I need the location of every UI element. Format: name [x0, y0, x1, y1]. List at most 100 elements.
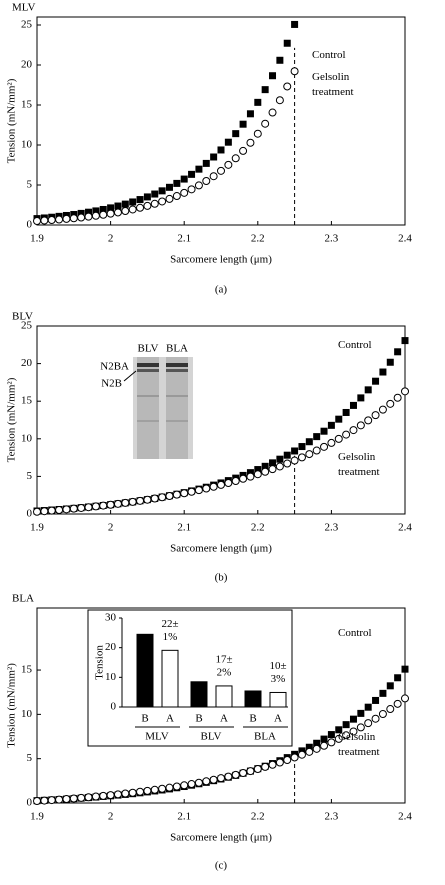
x-axis-label: Sarcomere length (μm): [170, 254, 272, 266]
marker-circle: [172, 490, 181, 499]
gel-lane-label: BLA: [166, 343, 188, 355]
marker-circle: [106, 791, 115, 800]
marker-circle: [106, 209, 115, 218]
marker-circle: [305, 450, 314, 459]
marker-circle: [401, 694, 409, 703]
series-label: Control: [338, 339, 372, 351]
inset-x-tick-label: A: [166, 713, 174, 725]
x-tick-label: 2.1: [177, 233, 191, 245]
marker-circle: [136, 496, 145, 505]
marker-circle: [180, 188, 189, 197]
y-tick-label: 0: [27, 219, 33, 231]
marker-circle: [290, 456, 299, 465]
marker-circle: [239, 474, 248, 483]
marker-circle: [187, 487, 196, 496]
marker-circle: [143, 495, 152, 504]
marker-circle: [393, 393, 402, 402]
marker-circle: [150, 494, 159, 503]
inset-x-tick-label: B: [141, 713, 148, 725]
inset-annotation: 22±: [161, 618, 178, 630]
marker-square: [85, 208, 93, 216]
marker-circle: [55, 215, 64, 224]
marker-circle: [202, 177, 211, 185]
marker-circle: [253, 129, 262, 138]
marker-circle: [47, 506, 56, 515]
panel-caption: (a): [215, 284, 228, 296]
x-tick-label: 2.1: [177, 811, 191, 823]
panel-title: BLA: [12, 593, 34, 605]
marker-circle: [246, 138, 255, 147]
plot-frame: [36, 325, 406, 515]
marker-circle: [261, 467, 270, 476]
marker-circle: [91, 502, 100, 511]
marker-circle: [217, 774, 225, 783]
marker-circle: [77, 213, 86, 222]
marker-circle: [342, 731, 351, 740]
gel-band: [166, 369, 188, 372]
x-tick-label: 2.4: [398, 522, 412, 534]
marker-circle: [187, 185, 196, 194]
marker-circle: [371, 411, 380, 420]
marker-circle: [253, 765, 262, 774]
y-axis-label: Tension (mN/mm²): [6, 78, 18, 163]
inset-x-tick-label: B: [249, 713, 256, 725]
x-tick-label: 2: [108, 811, 114, 823]
marker-circle: [121, 789, 130, 798]
inset-group-label: BLA: [254, 731, 276, 743]
marker-circle: [342, 430, 351, 439]
marker-circle: [356, 421, 365, 430]
inset-y-axis-label: Tension: [94, 645, 106, 680]
marker-square: [394, 348, 402, 356]
marker-circle: [283, 756, 292, 765]
marker-circle: [33, 507, 41, 516]
y-tick-label: 25: [21, 320, 33, 332]
marker-circle: [55, 506, 64, 515]
marker-circle: [231, 770, 240, 779]
marker-square: [313, 739, 321, 747]
marker-square: [173, 179, 181, 187]
marker-circle: [128, 205, 137, 214]
marker-square: [386, 682, 394, 690]
marker-square: [276, 56, 284, 64]
marker-circle: [158, 197, 167, 206]
marker-circle: [275, 462, 284, 471]
marker-circle: [69, 794, 78, 803]
x-tick-label: 2.2: [251, 233, 265, 245]
marker-circle: [253, 470, 262, 479]
gel-band-pointer: [123, 370, 137, 382]
marker-circle: [261, 119, 270, 128]
inset-bar: [190, 681, 208, 708]
series-label: Gelsolin treatment: [312, 71, 354, 98]
marker-square: [129, 198, 137, 206]
marker-circle: [224, 772, 233, 781]
marker-circle: [128, 788, 137, 797]
marker-square: [92, 207, 100, 215]
y-axis-label: Tension (mN/mm²): [6, 377, 18, 462]
inset-annotation: 2%: [217, 666, 232, 678]
y-tick-label: 15: [21, 664, 33, 676]
marker-square: [364, 703, 372, 711]
marker-circle: [364, 416, 373, 425]
marker-circle: [128, 497, 137, 506]
marker-square: [357, 709, 365, 717]
marker-circle: [172, 192, 181, 201]
x-tick-label: 2.4: [398, 811, 412, 823]
marker-square: [342, 408, 350, 416]
inset-bar: [269, 691, 287, 708]
marker-circle: [356, 723, 365, 732]
marker-square: [107, 204, 115, 212]
marker-square: [291, 447, 299, 455]
marker-square: [379, 368, 387, 376]
marker-square: [401, 337, 409, 345]
marker-square: [246, 110, 254, 118]
marker-circle: [143, 786, 152, 795]
marker-circle: [172, 782, 181, 791]
marker-square: [298, 443, 306, 451]
marker-circle: [150, 785, 159, 794]
marker-circle: [239, 146, 248, 155]
marker-circle: [231, 476, 240, 485]
marker-circle: [297, 453, 306, 462]
marker-circle: [62, 795, 71, 804]
y-tick-label: 15: [21, 99, 33, 111]
